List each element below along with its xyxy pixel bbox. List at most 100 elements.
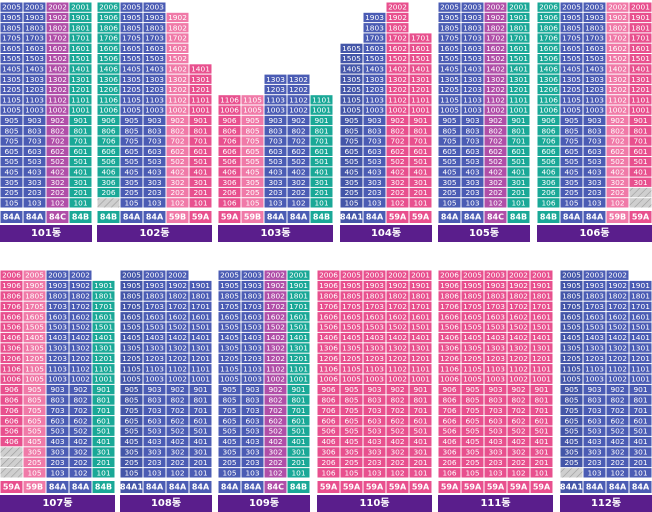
unit-cell xyxy=(409,312,432,322)
unit-number: 1305 xyxy=(25,344,44,353)
unit-cell xyxy=(287,74,310,84)
unit-number: 103 xyxy=(268,198,282,207)
unit-number: 603 xyxy=(147,416,161,425)
unit-cell xyxy=(287,187,310,198)
unit-cell xyxy=(340,436,363,447)
unit-cell xyxy=(560,353,583,364)
unit-number: 602 xyxy=(390,147,404,156)
unit-number: 1401 xyxy=(191,64,210,73)
unit-number: 1202 xyxy=(71,354,90,363)
unit-cell xyxy=(409,105,432,115)
unit-cell xyxy=(143,343,166,353)
unit-number: 505 xyxy=(124,157,138,166)
unit-number: 1901 xyxy=(94,281,113,290)
unit-cell xyxy=(461,291,484,301)
unit-cell xyxy=(386,74,409,84)
unit-number: 1603 xyxy=(145,312,164,321)
unit-cell xyxy=(218,343,241,353)
unit-number: 401 xyxy=(534,437,548,446)
unit-number: 1705 xyxy=(342,302,361,311)
unit-number: 605 xyxy=(124,416,138,425)
unit-number: 701 xyxy=(511,137,525,146)
unit-cell xyxy=(386,332,409,343)
unit-cell xyxy=(120,74,143,84)
unit-number: 1105 xyxy=(342,95,361,104)
unit-cell xyxy=(363,426,386,436)
unit-number: 1003 xyxy=(463,106,482,115)
unit-number: 901 xyxy=(73,116,87,125)
unit-cell xyxy=(317,291,340,301)
unit-number: 1302 xyxy=(388,344,407,353)
unit-cell xyxy=(363,157,386,167)
unit-cell xyxy=(317,436,340,447)
unit-cell xyxy=(537,64,560,74)
unit-cell xyxy=(264,105,287,115)
unit-number: 202 xyxy=(268,458,282,467)
unit-cell xyxy=(530,405,553,416)
unit-cell xyxy=(363,447,386,457)
unit-cell xyxy=(560,146,583,156)
unit-number: 1906 xyxy=(99,13,118,22)
unit-number: 805 xyxy=(124,396,138,405)
unit-cell xyxy=(537,105,560,115)
unit-cell xyxy=(317,353,340,364)
unit-number: 805 xyxy=(222,396,236,405)
type-label: 84A xyxy=(586,213,604,222)
unit-number: 1303 xyxy=(463,75,482,84)
unit-cell xyxy=(629,322,652,332)
unit-cell xyxy=(340,332,363,343)
building-bar xyxy=(317,495,432,512)
unit-cell xyxy=(189,322,212,332)
unit-cell xyxy=(46,105,69,115)
unit-cell xyxy=(583,115,606,126)
unit-cell xyxy=(409,95,432,105)
unit-cell xyxy=(606,157,629,167)
unit-number: 401 xyxy=(96,437,110,446)
unit-cell xyxy=(606,74,629,84)
unit-number: 802 xyxy=(610,396,624,405)
unit-cell xyxy=(606,436,629,447)
unit-cell xyxy=(363,322,386,332)
unit-number: 303 xyxy=(147,448,161,457)
unit-number: 103 xyxy=(27,198,41,207)
type-badge xyxy=(241,211,264,223)
unit-number: 1406 xyxy=(440,333,459,342)
type-badge xyxy=(23,481,46,493)
unit-number: 1802 xyxy=(608,23,627,32)
unit-cell xyxy=(560,364,583,374)
unit-cell xyxy=(92,301,115,312)
unit-number: 701 xyxy=(291,406,305,415)
unit-cell xyxy=(409,43,432,53)
unit-number: 1102 xyxy=(168,364,187,373)
unit-cell xyxy=(241,436,264,447)
unit-cell xyxy=(69,146,92,156)
unit-cell xyxy=(120,280,143,291)
unit-cell xyxy=(23,126,46,136)
unit-cell xyxy=(409,280,432,291)
unit-number: 1502 xyxy=(168,54,187,63)
unit-cell xyxy=(189,447,212,457)
unit-cell xyxy=(218,457,241,468)
unit-number: 1205 xyxy=(342,85,361,94)
unit-cell xyxy=(386,2,409,12)
unit-number: 505 xyxy=(27,427,41,436)
unit-cell xyxy=(629,332,652,343)
unit-number: 2003 xyxy=(585,3,604,12)
unit-cell xyxy=(560,405,583,416)
unit-cell xyxy=(143,280,166,291)
unit-number: 702 xyxy=(511,406,525,415)
unit-number: 303 xyxy=(268,178,282,187)
unit-number: 806 xyxy=(101,126,115,135)
unit-number: 1705 xyxy=(122,34,141,43)
unit-cell xyxy=(120,405,143,416)
unit-cell xyxy=(287,343,310,353)
unit-number: 1301 xyxy=(411,75,430,84)
unit-cell xyxy=(264,115,287,126)
unit-number: 406 xyxy=(321,437,335,446)
unit-cell xyxy=(340,280,363,291)
unit-cell xyxy=(264,198,287,208)
unit-cell xyxy=(166,74,189,84)
unit-number: 1405 xyxy=(562,333,581,342)
unit-cell xyxy=(69,187,92,198)
unit-cell xyxy=(0,353,23,364)
